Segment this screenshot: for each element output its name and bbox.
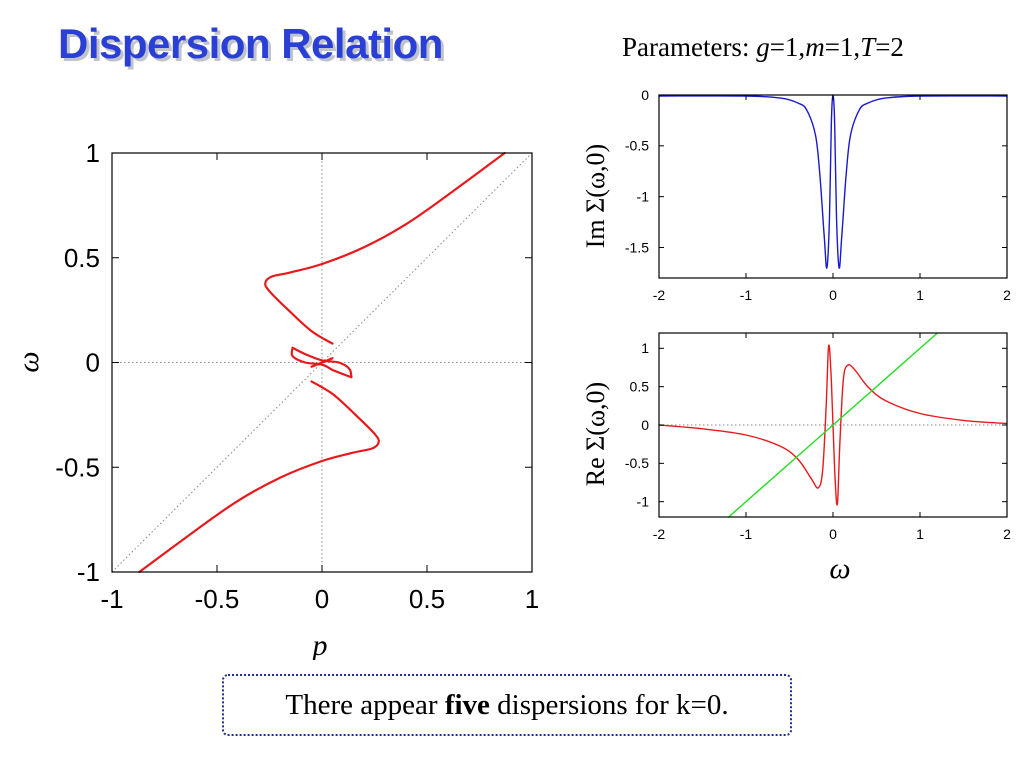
re-sigma-y-axis-label: Re Σ(ω,0) — [581, 382, 610, 486]
im_sigma-plot-frame — [658, 94, 1008, 279]
slide-title: Dispersion Relation — [58, 20, 443, 67]
im_sigma-x-tick-label: 0 — [829, 287, 837, 303]
charts-canvas: -1 -0.5 0 0.5 110.50-0.5-1-2 -1 0 1 20-0.5-1-1.5… — [12, 87, 1011, 660]
im_sigma-series-0 — [658, 94, 1008, 269]
dispersion-series-4 — [138, 380, 380, 574]
dispersion-y-tick-label: 1 — [86, 138, 100, 168]
re_sigma-x-tick-label: 0 — [829, 526, 837, 542]
im_sigma-y-tick-label: 0 — [641, 87, 649, 103]
dispersion-y-tick-label: 0.5 — [64, 243, 100, 273]
re_sigma-x-tick-label: 1 — [916, 526, 924, 542]
re_sigma-series-1 — [727, 332, 939, 518]
param-g-value: =1, — [769, 32, 806, 62]
im_sigma-x-tick-label: -2 — [653, 287, 666, 303]
dispersion-y-tick-label: 0 — [86, 348, 100, 378]
re_sigma-x-tick-label: 2 — [1003, 526, 1011, 542]
im_sigma-x-tick-label: 2 — [1003, 287, 1011, 303]
re_sigma-y-tick-label: -0.5 — [625, 455, 649, 471]
re_sigma-y-tick-label: -1 — [637, 494, 650, 510]
re_sigma-x-tick-label: -1 — [740, 526, 753, 542]
dispersion-x-tick-label: -0.5 — [195, 584, 240, 614]
note-text-post: dispersions for k=0. — [497, 688, 729, 721]
dispersion-y-tick-label: -1 — [77, 557, 100, 587]
re_sigma-y-tick-label: 0 — [641, 417, 649, 433]
param-t-symbol: T — [860, 32, 876, 62]
re_sigma-x-tick-label: -2 — [653, 526, 666, 542]
dispersion-x-axis-label: p — [311, 629, 328, 660]
dispersion-series-1 — [310, 357, 334, 368]
note-text-pre: There appear — [285, 688, 438, 721]
im_sigma-x-tick-label: -1 — [740, 287, 753, 303]
dispersion-x-tick-label: 1 — [525, 584, 539, 614]
im-sigma-y-axis-label: Im Σ(ω,0) — [581, 144, 610, 248]
dispersion-y-tick-label: -0.5 — [55, 452, 100, 482]
dispersion-x-tick-label: 0.5 — [409, 584, 445, 614]
dispersion-series-2 — [291, 346, 353, 379]
conclusion-note-box: There appear five dispersions for k=0. — [222, 674, 792, 736]
re-sigma-x-axis-label: ω — [829, 552, 850, 585]
param-g-symbol: g — [756, 32, 770, 62]
note-text-bold: five — [444, 688, 490, 721]
re_sigma-y-tick-label: 0.5 — [630, 379, 650, 395]
param-m-value: =1, — [824, 32, 861, 62]
dispersion-series-0 — [264, 151, 506, 345]
im_sigma-x-tick-label: 1 — [916, 287, 924, 303]
param-m-symbol: m — [805, 32, 825, 62]
re_sigma-y-tick-label: 1 — [641, 340, 649, 356]
im_sigma-y-tick-label: -0.5 — [625, 138, 649, 154]
dispersion-x-tick-label: 0 — [315, 584, 329, 614]
im_sigma-y-tick-label: -1 — [637, 189, 650, 205]
parameters-prefix: Parameters: — [622, 32, 757, 62]
dispersion-series-3 — [290, 346, 353, 379]
parameters-label: Parameters: g=1,m=1,T=2 — [622, 32, 904, 63]
param-t-value: =2 — [875, 32, 904, 62]
dispersion-y-axis-label: ω — [12, 351, 45, 372]
im_sigma-y-tick-label: -1.5 — [625, 239, 649, 255]
dispersion-x-tick-label: -1 — [100, 584, 123, 614]
